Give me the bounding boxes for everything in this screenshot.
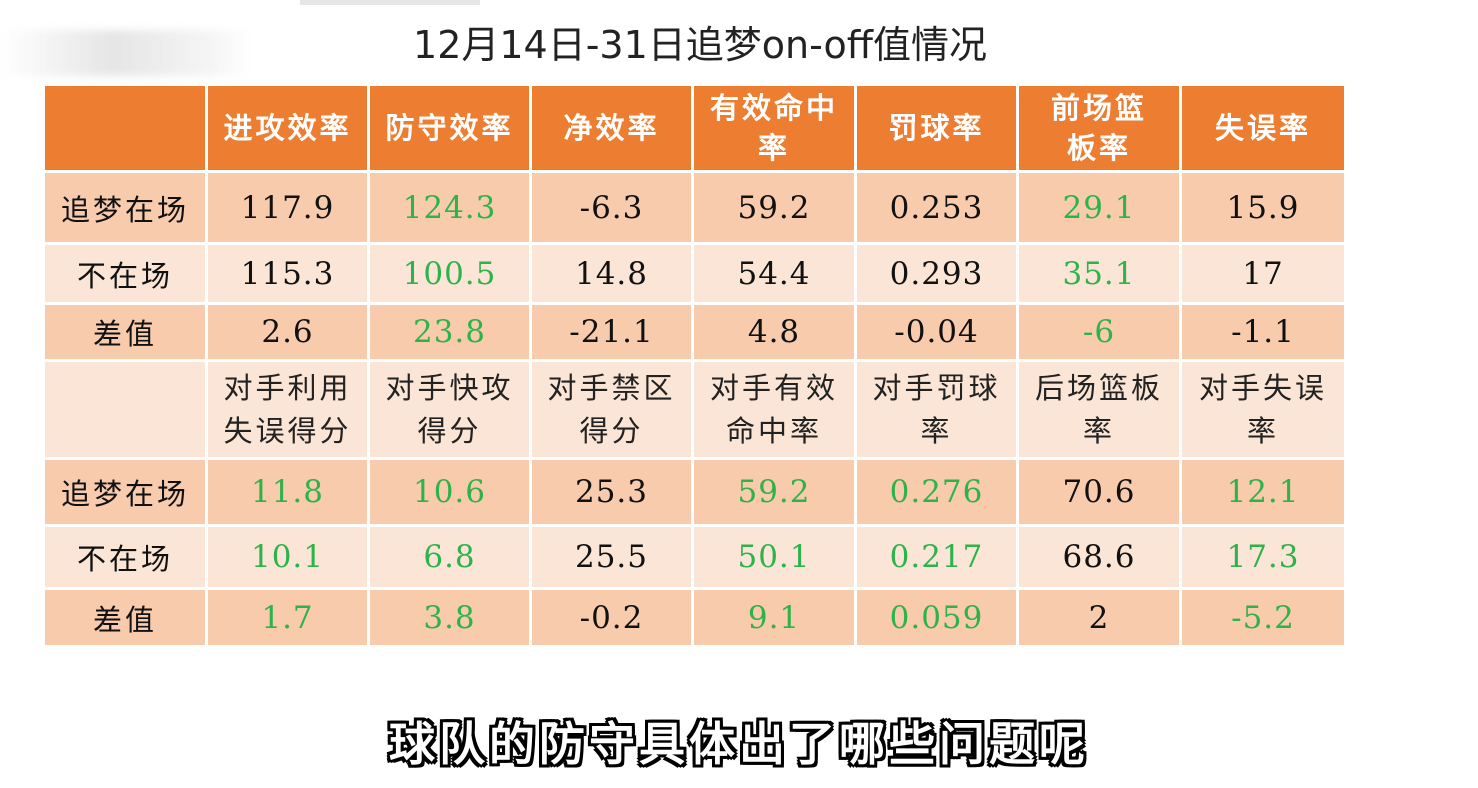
table-cell: -5.2 [1182,590,1344,648]
header-cell-ft-rate: 罚球率 [857,86,1019,173]
table-cell: 124.3 [370,173,532,245]
table-cell: -1.1 [1182,305,1344,362]
subheader-cell-opp-paint: 对手禁区得分 [532,362,694,460]
table-cell: 50.1 [694,527,857,590]
video-subtitle: 球队的防守具体出了哪些问题呢 [389,717,1089,771]
table-row: 追梦在场 117.9 124.3 -6.3 59.2 0.253 29.1 15… [45,173,1344,245]
header-cell-def-rating: 防守效率 [370,86,532,173]
stats-table: 进攻效率 防守效率 净效率 有效命中率 罚球率 前场篮板率 失误率 追梦在场 1… [45,86,1344,648]
header-cell-empty [45,86,208,173]
table-cell: -6.3 [532,173,694,245]
table-cell: 3.8 [370,590,532,648]
table-cell: -6 [1019,305,1182,362]
table-cell: 25.5 [532,527,694,590]
table-cell: 59.2 [694,173,857,245]
table-cell: 54.4 [694,245,857,305]
table-cell: 0.059 [857,590,1019,648]
table-cell: 2.6 [208,305,370,362]
table-cell: 17 [1182,245,1344,305]
table-cell: 23.8 [370,305,532,362]
table-cell: 0.276 [857,460,1019,527]
table-cell: -0.2 [532,590,694,648]
header-row: 进攻效率 防守效率 净效率 有效命中率 罚球率 前场篮板率 失误率 [45,86,1344,173]
subheader-cell-opp-efg: 对手有效命中率 [694,362,857,460]
table-cell: 117.9 [208,173,370,245]
table-cell: 11.8 [208,460,370,527]
table-cell: -0.04 [857,305,1019,362]
row-label: 不在场 [45,527,208,590]
table-cell: 0.217 [857,527,1019,590]
table-cell: 6.8 [370,527,532,590]
table-cell: 25.3 [532,460,694,527]
table-cell: 17.3 [1182,527,1344,590]
table-row: 差值 1.7 3.8 -0.2 9.1 0.059 2 -5.2 [45,590,1344,648]
table-cell: 4.8 [694,305,857,362]
table-row: 追梦在场 11.8 10.6 25.3 59.2 0.276 70.6 12.1 [45,460,1344,527]
row-label: 差值 [45,305,208,362]
stats-table-container: 进攻效率 防守效率 净效率 有效命中率 罚球率 前场篮板率 失误率 追梦在场 1… [45,86,1344,648]
table-cell: 59.2 [694,460,857,527]
header-cell-oreb: 前场篮板率 [1019,86,1182,173]
page-title: 12月14日-31日追梦on-off值情况 [413,23,987,67]
table-cell: 12.1 [1182,460,1344,527]
table-cell: 14.8 [532,245,694,305]
subheader-row: 对手利用失误得分 对手快攻得分 对手禁区得分 对手有效命中率 对手罚球率 后场篮… [45,362,1344,460]
table-cell: 1.7 [208,590,370,648]
row-label: 差值 [45,590,208,648]
table-cell: 29.1 [1019,173,1182,245]
table-cell: 9.1 [694,590,857,648]
table-cell: 35.1 [1019,245,1182,305]
top-edge-mark [300,0,480,5]
header-cell-off-rating: 进攻效率 [208,86,370,173]
table-cell: 10.1 [208,527,370,590]
table-cell: 2 [1019,590,1182,648]
subheader-cell-dreb: 后场篮板率 [1019,362,1182,460]
header-cell-tov: 失误率 [1182,86,1344,173]
table-row: 不在场 115.3 100.5 14.8 54.4 0.293 35.1 17 [45,245,1344,305]
table-cell: 115.3 [208,245,370,305]
table-cell: 68.6 [1019,527,1182,590]
table-cell: 10.6 [370,460,532,527]
table-cell: 70.6 [1019,460,1182,527]
header-cell-net-rating: 净效率 [532,86,694,173]
row-label: 追梦在场 [45,460,208,527]
subheader-cell-empty [45,362,208,460]
table-cell: 100.5 [370,245,532,305]
table-row: 差值 2.6 23.8 -21.1 4.8 -0.04 -6 -1.1 [45,305,1344,362]
subheader-cell-opp-fastbreak: 对手快攻得分 [370,362,532,460]
table-cell: -21.1 [532,305,694,362]
blurred-watermark [0,30,250,76]
row-label: 追梦在场 [45,173,208,245]
table-row: 不在场 10.1 6.8 25.5 50.1 0.217 68.6 17.3 [45,527,1344,590]
subheader-cell-opp-ft-rate: 对手罚球率 [857,362,1019,460]
row-label: 不在场 [45,245,208,305]
table-cell: 15.9 [1182,173,1344,245]
subheader-cell-opp-tov: 对手失误率 [1182,362,1344,460]
table-cell: 0.293 [857,245,1019,305]
subheader-cell-opp-pts-off-tov: 对手利用失误得分 [208,362,370,460]
table-cell: 0.253 [857,173,1019,245]
header-cell-efg: 有效命中率 [694,86,857,173]
